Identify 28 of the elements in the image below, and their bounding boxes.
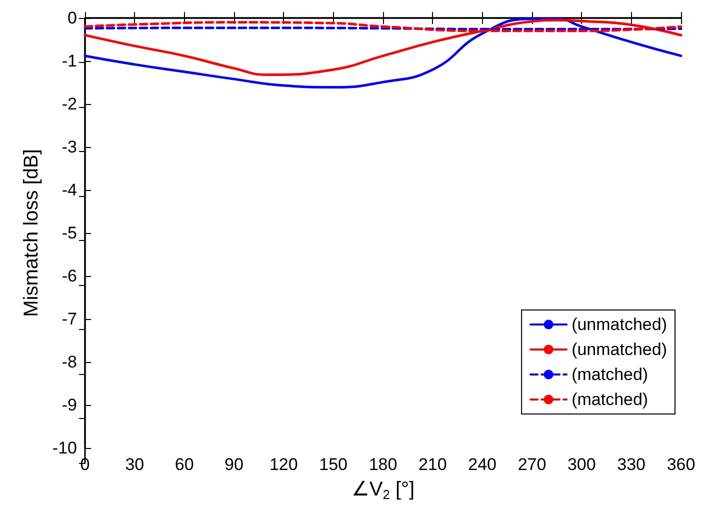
x-tick-label: 60 xyxy=(174,455,194,474)
y-tick-label: -7 xyxy=(62,310,77,328)
y-tick-label: -2 xyxy=(62,94,77,114)
y-tick-label: -3 xyxy=(62,138,77,156)
legend-label: (matched) xyxy=(572,390,648,409)
x-tick-label: 30 xyxy=(125,455,144,474)
x-tick-label: 270 xyxy=(518,455,546,474)
legend-label: (unmatched) xyxy=(572,340,668,359)
y-tick-label: -8 xyxy=(62,352,77,372)
y-tick-label: -10 xyxy=(52,438,77,458)
y-tick-label: -5 xyxy=(62,224,77,242)
x-tick-label: 240 xyxy=(468,455,497,474)
x-tick-label: 330 xyxy=(617,455,646,474)
y-tick-label: -6 xyxy=(62,266,77,286)
legend-label: (matched) xyxy=(572,365,648,384)
y-tick-label: -9 xyxy=(62,396,77,414)
x-tick-label: 120 xyxy=(269,455,298,474)
x-tick-label: 180 xyxy=(368,455,398,474)
x-tick-label: 360 xyxy=(666,455,696,474)
x-tick-label: 300 xyxy=(567,455,596,474)
legend-label: (unmatched) xyxy=(572,315,668,334)
x-tick-label: 150 xyxy=(319,455,348,474)
x-tick-label: 90 xyxy=(224,455,244,474)
x-tick-label: 210 xyxy=(418,455,447,474)
y-tick-label: -1 xyxy=(62,52,77,70)
y-tick-label: -4 xyxy=(62,180,77,200)
y-axis-title: Mismatch loss [dB] xyxy=(20,149,43,317)
y-tick-label: 0 xyxy=(68,8,77,28)
